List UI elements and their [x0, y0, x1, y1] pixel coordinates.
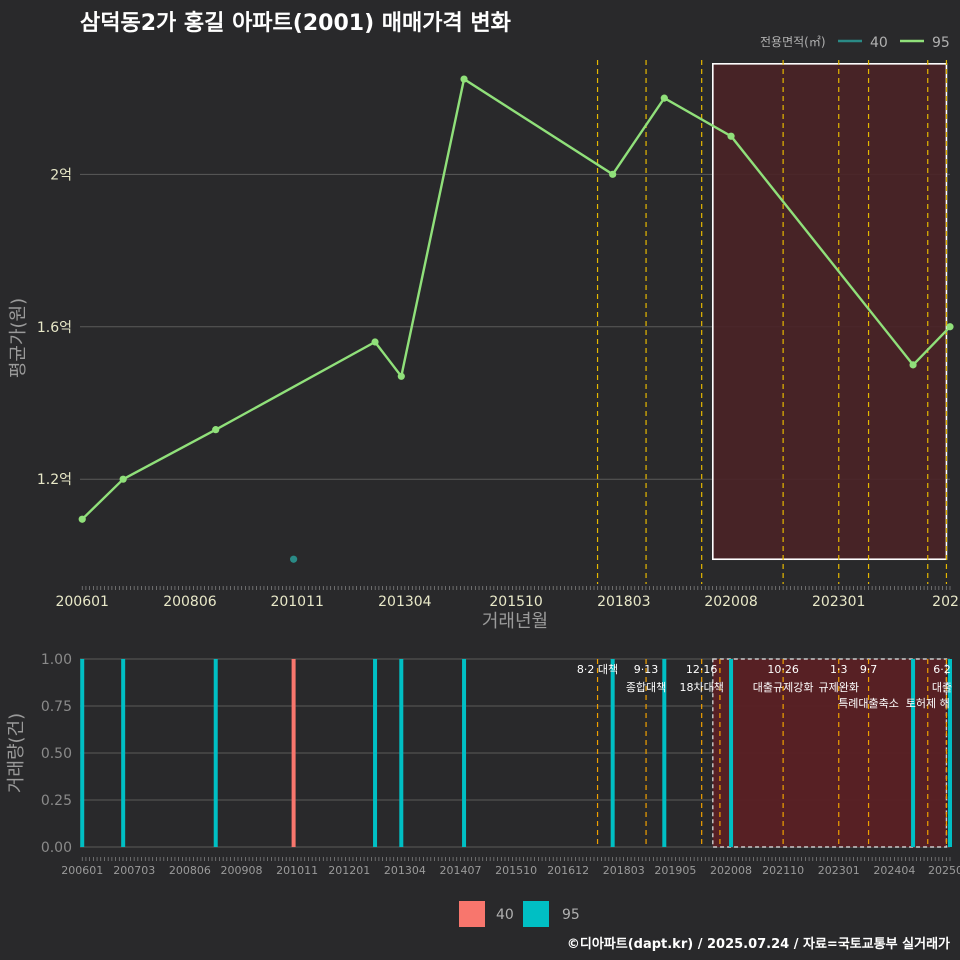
- series-95-point: [371, 338, 379, 346]
- series-95-point: [946, 323, 954, 331]
- policy-label-line2: 대출: [932, 681, 952, 694]
- policy-label-line1: 12·16: [686, 663, 718, 676]
- x-tick-label: 200806: [163, 594, 217, 610]
- bottom-x-tick-label: 200806: [169, 864, 211, 877]
- bar-95: [729, 659, 734, 847]
- series-95-point: [660, 94, 668, 102]
- legend-swatch-95: [523, 901, 549, 927]
- policy-label-line2: 규제완화: [819, 681, 859, 694]
- bottom-x-tick-label: 201612: [547, 864, 589, 877]
- bottom-x-tick-label: 202110: [762, 864, 804, 877]
- bottom-x-tick-label: 201510: [495, 864, 537, 877]
- top-price-chart: 200601 200806 201011 201304 201510 201803 2020…: [8, 60, 960, 632]
- x-tick-label: 202008: [704, 594, 757, 610]
- legend-label-95: 95: [932, 35, 950, 51]
- bottom-y-tick-label: 1.00: [41, 652, 72, 668]
- series-95-point: [460, 75, 468, 83]
- legend-bar-label-40: 40: [496, 907, 514, 923]
- y-tick-label: 1.2억: [37, 472, 72, 488]
- series-40-point: [290, 555, 298, 563]
- legend-swatch-40: [459, 901, 485, 927]
- policy-label-line1: 8·2 대책: [577, 663, 618, 676]
- series-95-point: [397, 372, 405, 380]
- bottom-volume-chart: 8·2 대책 9·13 종합대책 12·16 18차대책 10·26 대출규제강화 1·3 규제…: [6, 652, 960, 877]
- bar-95: [462, 659, 467, 847]
- bar-95: [399, 659, 404, 847]
- series-95-point: [727, 132, 735, 140]
- bottom-y-tick-label: 0.25: [41, 793, 72, 809]
- bottom-x-tick-label: 200703: [113, 864, 155, 877]
- y-tick-label: 2억: [50, 167, 72, 183]
- series-95-point: [119, 475, 127, 483]
- x-tick-label: 201304: [378, 594, 432, 610]
- bottom-x-tick-label: 201304: [384, 864, 426, 877]
- x-axis-label: 거래년월: [482, 611, 548, 632]
- bottom-x-tick-label: 202008: [710, 864, 752, 877]
- x-tick-label: 201510: [489, 594, 542, 610]
- policy-label-line2: 종합대책: [626, 681, 666, 694]
- policy-label-line1: 6·2: [933, 663, 951, 676]
- bottom-x-tick-label: 201803: [603, 864, 645, 877]
- bottom-y-tick-label: 0.75: [41, 699, 72, 715]
- x-tick-label: 201011: [270, 594, 323, 610]
- bottom-legend: 40 95: [459, 901, 580, 927]
- bar-95: [662, 659, 667, 847]
- policy-label-line2: 토허제 해: [906, 696, 950, 710]
- policy-label-line1: 9·13: [634, 663, 659, 676]
- highlight-box: [712, 63, 948, 561]
- bottom-highlight-box: [712, 658, 948, 848]
- bar-95: [121, 659, 126, 847]
- series-95-point: [609, 170, 617, 178]
- series-95-point: [212, 426, 220, 434]
- bottom-x-tick-label: 200601: [61, 864, 103, 877]
- top-legend: 전용면적(㎡) 40 95: [760, 35, 950, 51]
- y-tick-label: 1.6억: [37, 320, 72, 336]
- footer-credit: ©디아파트(dapt.kr) / 2025.07.24 / 자료=국토교통부 실…: [567, 936, 950, 952]
- legend-bar-label-95: 95: [562, 907, 580, 923]
- bar-95: [911, 659, 916, 847]
- bar-40: [291, 659, 296, 847]
- bottom-x-tick-label: 202301: [818, 864, 860, 877]
- policy-label-line2: 18차대책: [680, 681, 724, 694]
- x-tick-label: 200601: [55, 594, 108, 610]
- policy-label-line1: 1·3: [830, 663, 848, 676]
- bottom-x-tick-label: 201201: [328, 864, 370, 877]
- policy-label-line2: 대출규제강화: [753, 681, 814, 694]
- series-95-point: [909, 361, 917, 369]
- bottom-x-tick-label: 201407: [439, 864, 481, 877]
- bottom-x-tick-label: 20250: [928, 864, 960, 877]
- bottom-x-tick-label: 202404: [873, 864, 915, 877]
- bottom-y-tick-label: 0.00: [41, 840, 72, 856]
- policy-label-line1: 10·26: [767, 663, 799, 676]
- policy-label-line2: 특례대출축소: [838, 697, 899, 710]
- x-tick-label: 2025: [932, 594, 960, 610]
- bottom-y-axis-label: 거래량(건): [6, 713, 27, 793]
- bar-95: [948, 659, 952, 847]
- bar-95: [610, 659, 615, 847]
- legend-label-40: 40: [870, 35, 888, 51]
- legend-title: 전용면적(㎡): [760, 35, 826, 49]
- x-tick-label: 202301: [812, 594, 865, 610]
- series-95-point: [78, 515, 86, 523]
- bottom-x-tick-label: 201905: [654, 864, 696, 877]
- bar-95: [80, 659, 85, 847]
- bar-95: [213, 659, 218, 847]
- policy-label-line1: 9·7: [860, 663, 878, 676]
- y-axis-label: 평균가(원): [8, 298, 29, 378]
- x-tick-label: 201803: [597, 594, 650, 610]
- bar-95: [373, 659, 378, 847]
- chart-title: 삼덕동2가 홍길 아파트(2001) 매매가격 변화: [80, 11, 511, 36]
- bottom-y-tick-label: 0.50: [41, 746, 72, 762]
- bottom-x-tick-label: 200908: [221, 864, 263, 877]
- bottom-x-tick-label: 201011: [276, 864, 318, 877]
